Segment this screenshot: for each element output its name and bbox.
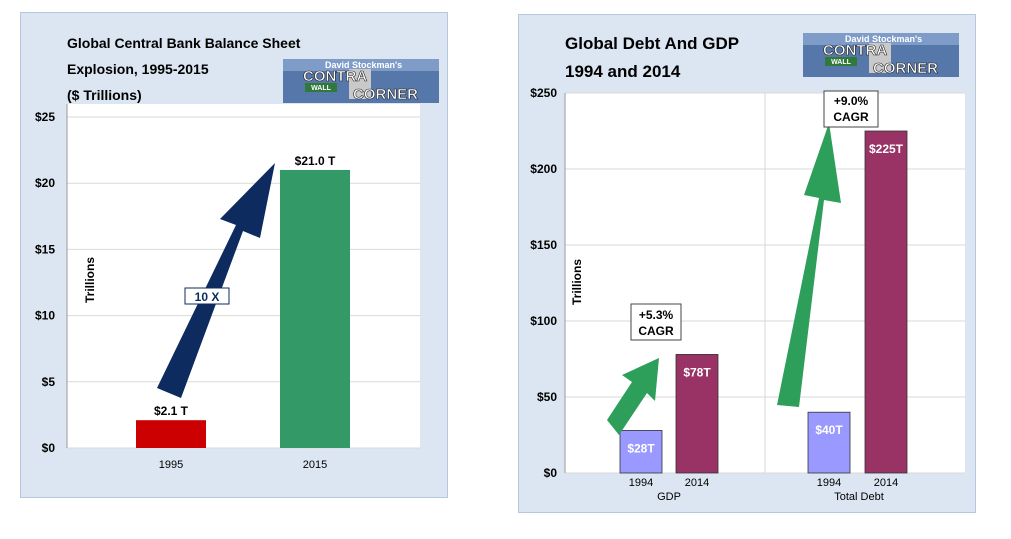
right-bar-total-debt-1994 xyxy=(807,411,851,474)
left-y-axis-label: Trillions xyxy=(83,257,97,303)
right-gdp-annotation-line1: +5.3% xyxy=(639,308,674,322)
left-y-tick-label: $5 xyxy=(42,375,56,389)
logo-line3: CORNER xyxy=(353,86,418,103)
logo-dome-icon xyxy=(349,69,371,99)
left-y-tick-label: $10 xyxy=(35,309,55,323)
left-category-label: 1995 xyxy=(159,459,183,471)
right-data-label: $40T xyxy=(815,423,843,437)
left-y-tick-label: $15 xyxy=(35,242,55,256)
logo-line3: CORNER xyxy=(873,60,938,77)
right-debt-annotation-box xyxy=(823,90,879,128)
right-bar-total-debt-2014 xyxy=(864,130,908,474)
logo-sign-text: WALL xyxy=(311,85,332,92)
left-chart-title-line1: Global Central Bank Balance Sheet xyxy=(67,35,301,51)
left-data-label-2015: $21.0 T xyxy=(295,154,336,168)
right-chart-panel: Global Debt And GDP 1994 and 2014 WALL Da… xyxy=(518,14,976,513)
left-chart: Global Central Bank Balance Sheet Explos… xyxy=(35,35,439,471)
left-annotation-label: 10 X xyxy=(195,290,220,304)
right-group-label: GDP xyxy=(657,491,681,503)
right-group-label: Total Debt xyxy=(834,491,884,503)
right-debt-annotation-line2: CAGR xyxy=(833,110,869,124)
left-category-label: 2015 xyxy=(303,459,327,471)
right-y-tick-label: $0 xyxy=(544,466,558,480)
left-y-tick-label: $25 xyxy=(35,110,55,124)
right-y-axis-label: Trillions xyxy=(570,259,584,305)
right-data-label: $78T xyxy=(683,365,711,379)
right-category-label: 2014 xyxy=(874,477,898,489)
left-annotation-box xyxy=(184,287,230,305)
right-y-tick-label: $100 xyxy=(530,314,557,328)
logo-line2: CONTRA xyxy=(303,68,367,85)
right-category-label: 1994 xyxy=(817,477,841,489)
left-y-tick-label: $0 xyxy=(42,441,56,455)
right-chart: Global Debt And GDP 1994 and 2014 WALL Da… xyxy=(530,33,965,503)
right-debt-growth-arrow xyxy=(777,123,841,407)
right-chart-title-line2: 1994 and 2014 xyxy=(565,62,681,81)
right-gdp-annotation-box xyxy=(630,303,682,341)
right-category-label: 2014 xyxy=(685,477,709,489)
right-gdp-growth-arrow xyxy=(607,358,659,435)
right-category-label: 1994 xyxy=(629,477,653,489)
left-growth-arrow xyxy=(157,163,275,398)
left-chart-panel: Global Central Bank Balance Sheet Explos… xyxy=(20,12,448,498)
right-y-tick-label: $250 xyxy=(530,86,557,100)
right-chart-title-line1: Global Debt And GDP xyxy=(565,34,739,53)
left-chart-title-line3: ($ Trillions) xyxy=(67,87,142,103)
logo-line1: David Stockman's xyxy=(845,34,922,44)
right-bar-gdp-1994 xyxy=(619,430,663,474)
right-y-tick-label: $150 xyxy=(530,238,557,252)
right-y-tick-label: $50 xyxy=(537,390,557,404)
left-bar-1995 xyxy=(136,420,206,448)
logo-sky-band xyxy=(803,33,959,45)
right-debt-annotation-line1: +9.0% xyxy=(834,94,869,108)
left-plot-area xyxy=(67,104,420,448)
logo-dome-icon xyxy=(869,43,891,73)
right-y-tick-label: $200 xyxy=(530,162,557,176)
logo-sign-text: WALL xyxy=(831,59,852,66)
logo-street-sign-icon xyxy=(825,57,857,66)
right-data-label: $225T xyxy=(869,142,904,156)
logo-street-sign-icon xyxy=(305,83,337,92)
left-data-label-1995: $2.1 T xyxy=(154,404,189,418)
right-bar-gdp-2014 xyxy=(675,354,719,474)
logo-sky-band xyxy=(283,59,439,71)
left-bar-2015 xyxy=(280,169,350,448)
right-gdp-annotation-line2: CAGR xyxy=(638,324,674,338)
left-chart-title-line2: Explosion, 1995-2015 xyxy=(67,61,209,77)
logo-line2: CONTRA xyxy=(823,42,887,59)
left-y-tick-label: $20 xyxy=(35,176,55,190)
logo-line1: David Stockman's xyxy=(325,60,402,70)
right-data-label: $28T xyxy=(627,441,655,455)
